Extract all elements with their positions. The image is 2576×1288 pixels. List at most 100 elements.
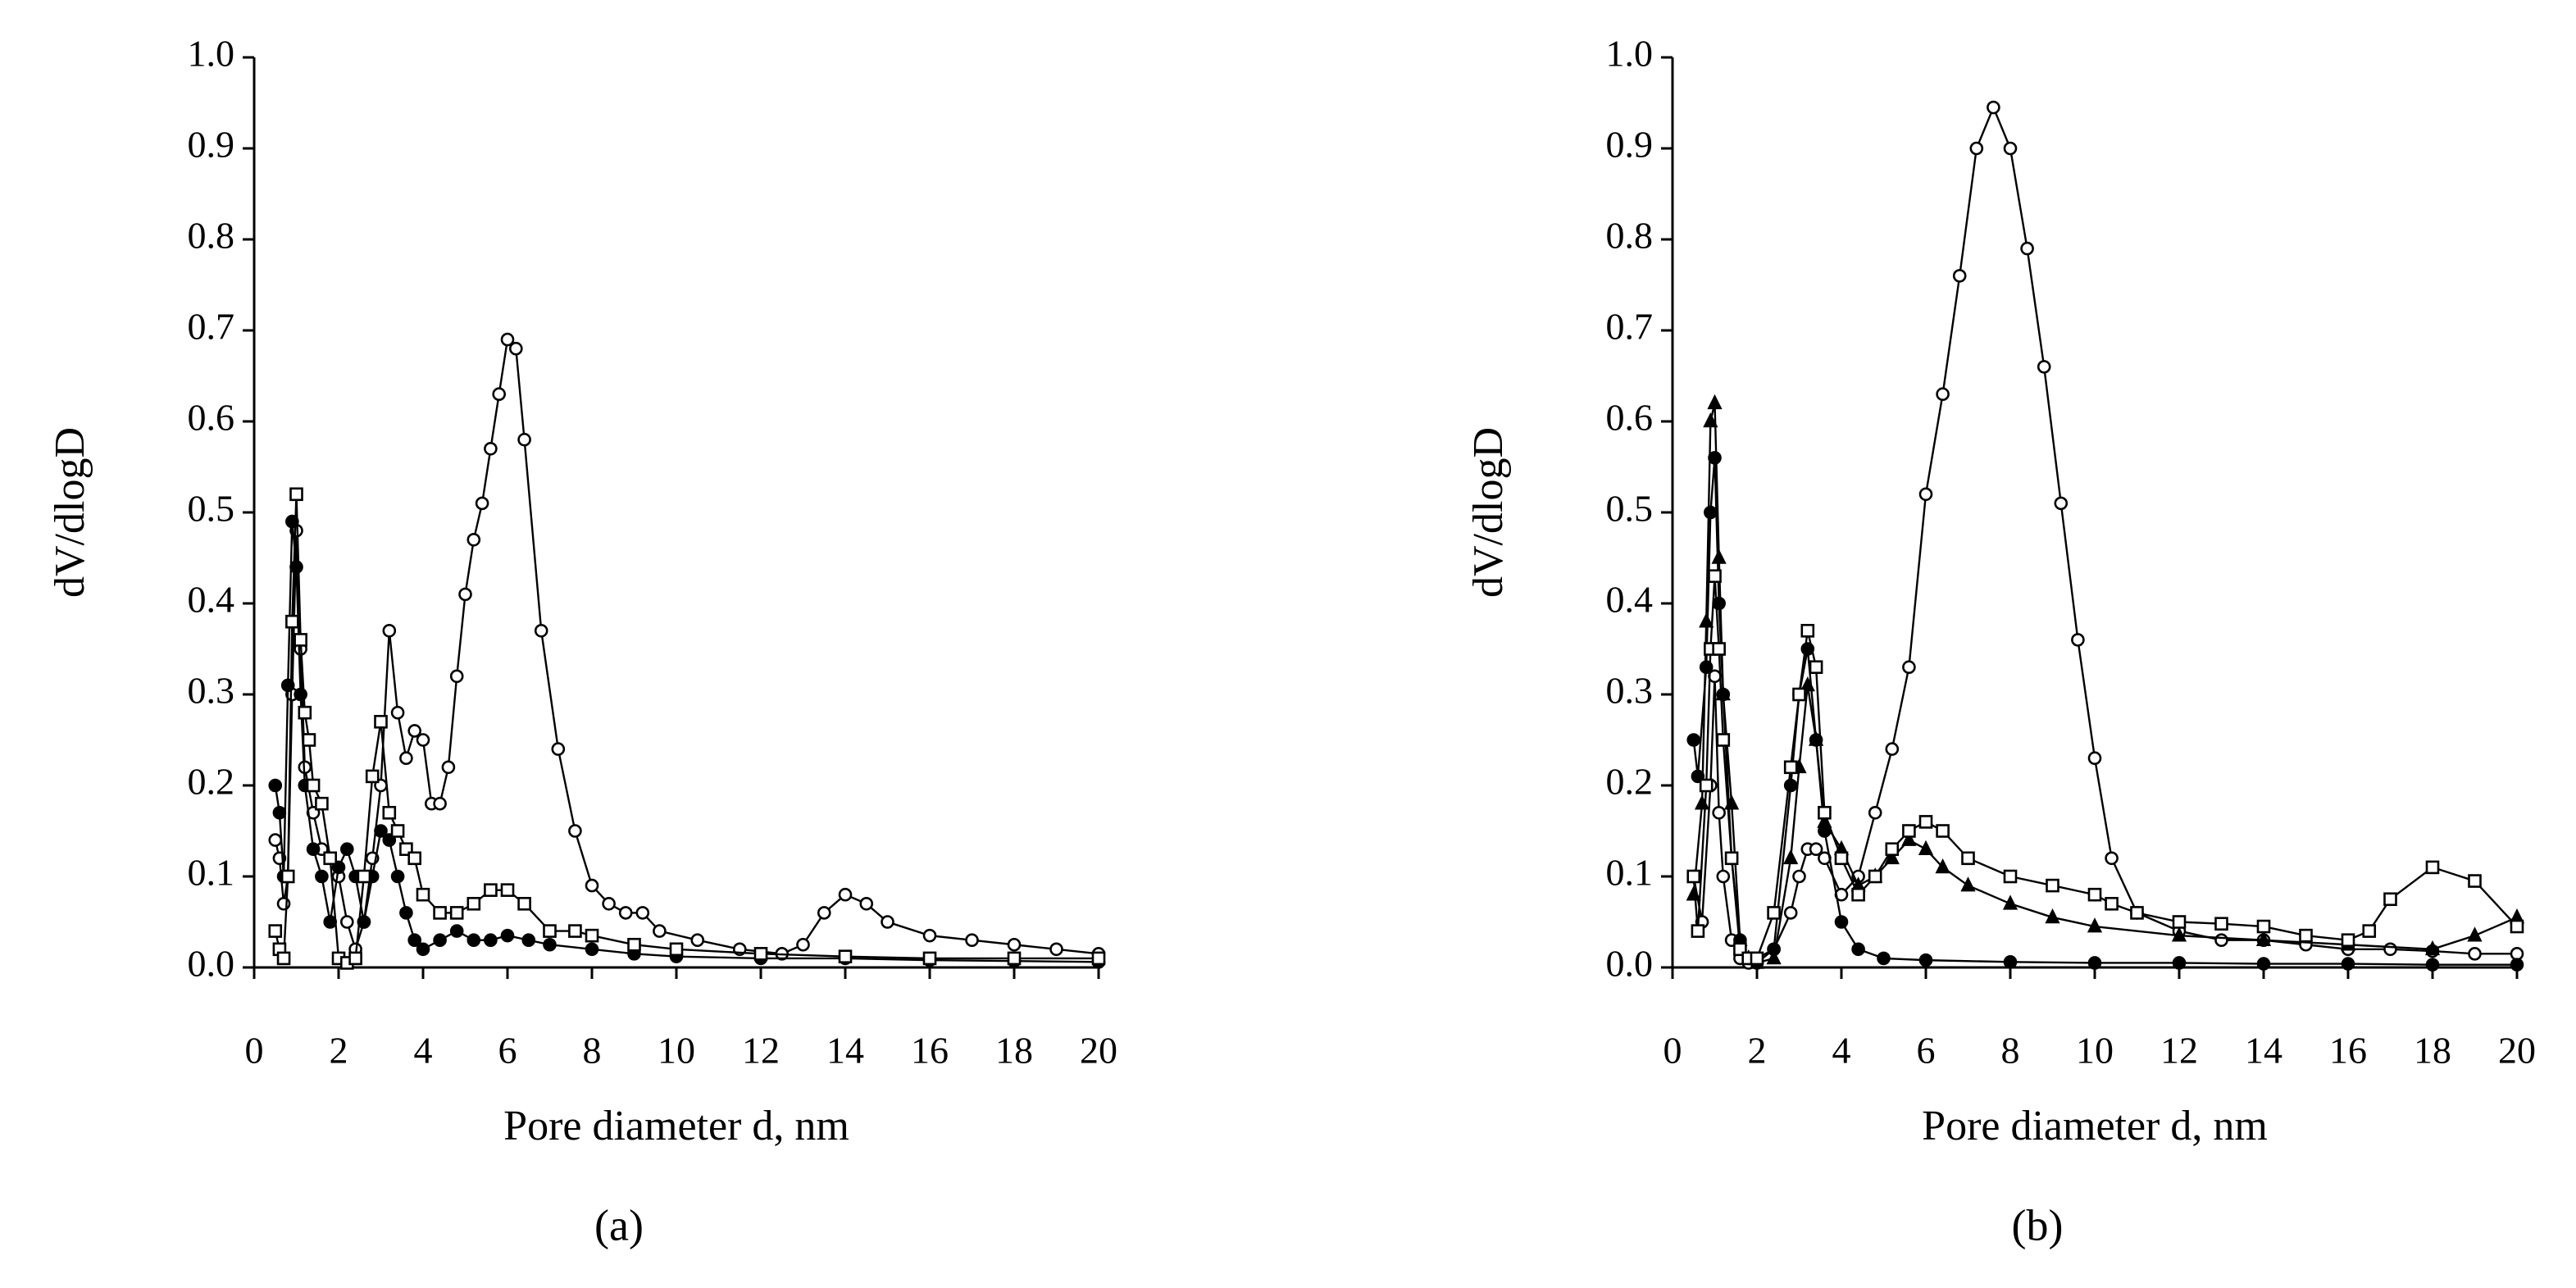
marker <box>2037 360 2051 374</box>
marker <box>1936 824 1950 838</box>
marker <box>2467 926 2483 942</box>
marker <box>407 724 422 738</box>
marker <box>1767 906 1781 920</box>
marker <box>433 933 447 947</box>
marker <box>1091 951 1106 966</box>
marker <box>1691 924 1705 938</box>
marker <box>1902 824 1916 838</box>
marker <box>492 387 507 402</box>
marker <box>1868 869 1882 884</box>
marker <box>2341 957 2355 971</box>
marker <box>339 915 354 929</box>
marker <box>922 928 937 943</box>
marker <box>268 778 283 793</box>
marker <box>1918 487 1933 502</box>
marker <box>306 842 321 856</box>
marker <box>1987 100 2000 115</box>
marker <box>382 805 397 820</box>
panel-label: (a) <box>594 1200 644 1249</box>
marker <box>2424 940 2441 956</box>
marker <box>407 851 422 866</box>
marker <box>2171 926 2187 942</box>
marker <box>1969 141 1984 156</box>
marker <box>1935 858 1950 874</box>
marker <box>467 897 481 911</box>
series-line <box>274 521 1099 963</box>
marker <box>1716 733 1731 747</box>
marker <box>1952 269 1967 283</box>
marker <box>323 915 338 929</box>
marker <box>467 532 481 547</box>
y-tick-label: 1.0 <box>1606 33 1654 75</box>
marker <box>838 887 853 902</box>
marker <box>1901 831 1917 846</box>
y-tick-label: 0.4 <box>1606 579 1654 621</box>
marker <box>2510 919 2524 934</box>
series-markers <box>1686 569 2524 966</box>
marker <box>551 742 566 756</box>
marker <box>1699 778 1714 793</box>
y-tick-label: 1.0 <box>188 33 235 75</box>
marker <box>2341 933 2355 947</box>
marker <box>500 928 515 943</box>
marker <box>1800 676 1815 692</box>
series-line <box>1692 457 2517 966</box>
marker <box>1712 805 1726 820</box>
marker <box>2002 894 2018 910</box>
marker <box>433 906 447 920</box>
marker <box>1877 951 1891 966</box>
marker <box>1809 660 1823 675</box>
marker <box>1818 805 1832 820</box>
marker <box>753 947 768 961</box>
marker <box>2425 860 2440 875</box>
x-axis-label: Pore diameter d, nm <box>1922 1103 2268 1149</box>
marker <box>2130 906 2144 920</box>
marker <box>508 341 523 356</box>
y-tick-label: 0.8 <box>1606 215 1654 257</box>
marker <box>475 496 489 511</box>
marker <box>449 669 464 684</box>
y-tick-label: 0.1 <box>188 852 235 894</box>
marker <box>602 897 616 911</box>
marker <box>2256 957 2271 971</box>
marker <box>1884 849 1900 865</box>
marker <box>285 614 299 629</box>
marker <box>315 796 329 811</box>
marker <box>484 883 498 897</box>
series-line <box>274 494 1099 964</box>
marker <box>268 833 283 847</box>
y-tick-label: 0.3 <box>188 670 235 712</box>
marker <box>2214 933 2228 947</box>
marker <box>1809 842 1823 856</box>
marker <box>348 951 362 966</box>
marker <box>2105 897 2119 911</box>
panel-label: (b) <box>2012 1200 2064 1249</box>
marker <box>1792 687 1806 702</box>
marker <box>1712 642 1726 656</box>
marker <box>2020 241 2034 256</box>
marker <box>1724 851 1739 866</box>
marker <box>289 487 303 502</box>
marker <box>1007 951 1022 966</box>
marker <box>2383 892 2397 907</box>
marker <box>1750 951 1764 966</box>
marker <box>1707 394 1723 410</box>
marker <box>2468 874 2482 888</box>
marker <box>2105 851 2119 866</box>
marker <box>2510 958 2524 972</box>
marker <box>838 949 853 963</box>
marker <box>2299 928 2313 943</box>
x-tick-label: 20 <box>1080 1030 1117 1072</box>
marker <box>302 733 316 747</box>
marker <box>1783 760 1798 775</box>
x-tick-label: 8 <box>583 1030 602 1072</box>
y-axis-label: dV/dlogD <box>1465 427 1512 598</box>
y-tick-label: 0.3 <box>1606 670 1654 712</box>
marker <box>881 915 894 929</box>
y-tick-label: 0.0 <box>1606 943 1654 985</box>
marker <box>416 887 430 902</box>
marker <box>484 441 498 456</box>
marker <box>568 924 582 938</box>
marker <box>500 332 515 347</box>
x-tick-label: 12 <box>742 1030 780 1072</box>
